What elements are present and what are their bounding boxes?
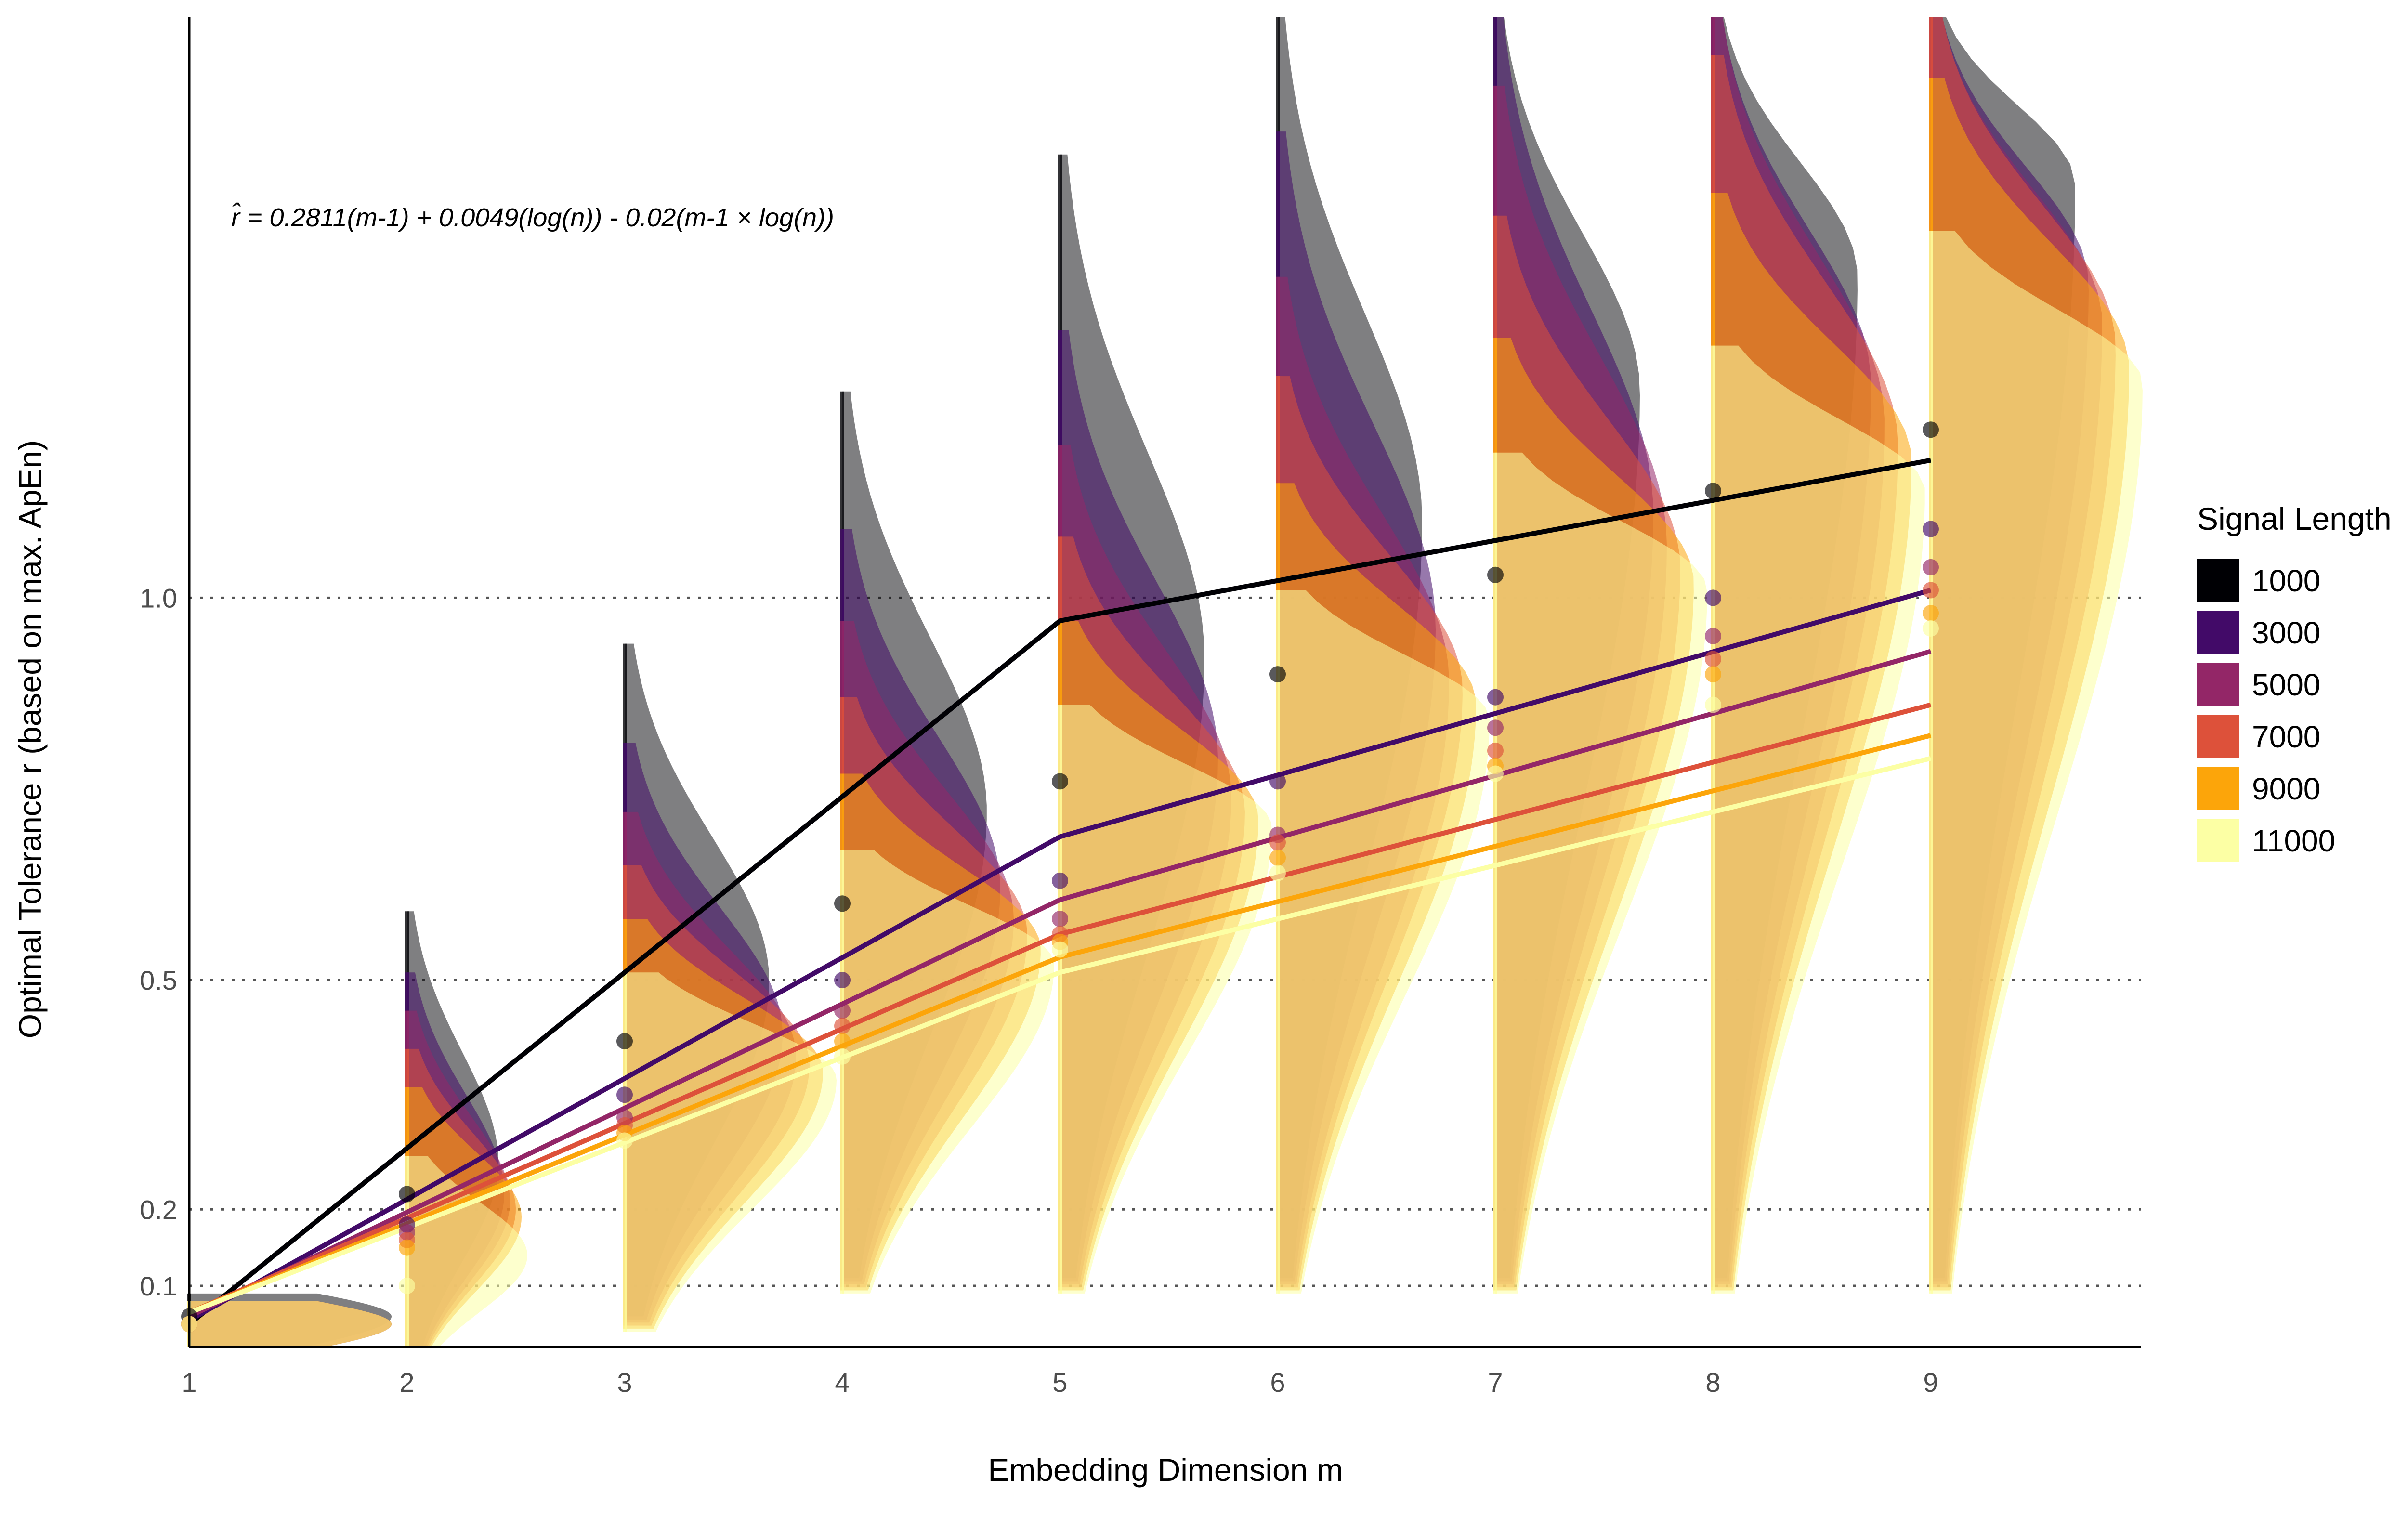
median-point — [399, 1278, 415, 1294]
legend-label: 7000 — [2252, 719, 2320, 754]
median-point — [399, 1186, 415, 1203]
median-point — [1705, 628, 1721, 644]
median-point — [1487, 689, 1504, 706]
x-axis-title: Embedding Dimension m — [988, 1452, 1343, 1488]
legend-key — [2197, 819, 2239, 862]
median-point — [834, 972, 851, 989]
median-point — [1487, 719, 1504, 736]
legend-label: 5000 — [2252, 667, 2320, 702]
median-point — [1705, 651, 1721, 667]
legend-key — [2197, 611, 2239, 654]
x-tick-label: 6 — [1270, 1367, 1285, 1398]
y-tick-label: 0.1 — [140, 1271, 177, 1301]
median-point — [1923, 605, 1939, 622]
median-point — [1923, 559, 1939, 575]
median-point — [1052, 773, 1068, 790]
x-tick-label: 1 — [182, 1367, 196, 1398]
legend: Signal Length 1000 3000 5000 7000 9000 11000 — [2197, 501, 2392, 862]
median-point — [1052, 911, 1068, 928]
violin-shape — [1278, 590, 1490, 1294]
legend-label: 1000 — [2252, 563, 2320, 598]
median-point — [834, 1033, 851, 1050]
legend-label: 3000 — [2252, 615, 2320, 650]
median-point — [1705, 589, 1721, 606]
legend-key — [2197, 663, 2239, 706]
x-tick-label: 5 — [1052, 1367, 1067, 1398]
median-point — [834, 1018, 851, 1034]
y-tick-label: 0.2 — [140, 1194, 177, 1225]
median-point — [1487, 566, 1504, 583]
legend-key — [2197, 559, 2239, 602]
median-point — [1705, 666, 1721, 683]
legend-title: Signal Length — [2197, 501, 2392, 536]
median-point — [1487, 765, 1504, 782]
x-tick-label: 2 — [399, 1367, 414, 1398]
median-point — [1487, 742, 1504, 759]
violin-shape — [625, 972, 837, 1332]
legend-label: 9000 — [2252, 772, 2320, 806]
median-point — [1269, 850, 1286, 866]
x-tick-label: 4 — [835, 1367, 850, 1398]
violin-shape — [189, 1301, 392, 1347]
fit-lines — [187, 458, 1932, 1326]
fit-line — [187, 458, 1931, 1326]
median-point — [834, 1002, 851, 1019]
median-point — [616, 1086, 633, 1103]
median-point — [834, 895, 851, 912]
x-tick-label: 7 — [1488, 1367, 1503, 1398]
violin-shape — [1713, 345, 1925, 1294]
legend-label: 11000 — [2252, 824, 2335, 858]
median-point — [1269, 773, 1286, 790]
violin-shape — [1931, 231, 2143, 1294]
median-point — [1923, 620, 1939, 637]
median-point — [1269, 666, 1286, 683]
formula-annotation: r̂ = 0.2811(m-1) + 0.0049(log(n)) - 0.02… — [231, 202, 834, 232]
median-point — [1705, 696, 1721, 713]
median-point — [1052, 941, 1068, 958]
x-tick-label: 8 — [1705, 1367, 1720, 1398]
fit-line — [188, 756, 1932, 1315]
y-tick-label: 1.0 — [140, 583, 177, 613]
median-point — [1923, 521, 1939, 537]
median-point — [1269, 834, 1286, 851]
y-axis-title: Optimal Tolerance r (based on max. ApEn) — [12, 440, 48, 1038]
median-point — [1923, 421, 1939, 438]
median-point — [399, 1239, 415, 1256]
median-point — [1052, 872, 1068, 889]
y-tick-label: 0.5 — [140, 965, 177, 995]
median-point — [1269, 864, 1286, 881]
median-point — [1705, 483, 1721, 499]
x-tick-label: 3 — [617, 1367, 632, 1398]
distribution-shapes — [187, 17, 2143, 1347]
median-points — [181, 421, 1939, 1333]
legend-key — [2197, 767, 2239, 810]
violin-shape — [1060, 705, 1272, 1294]
median-point — [616, 1132, 633, 1149]
violin-shape — [1495, 452, 1707, 1294]
median-point — [1923, 582, 1939, 599]
axes: 0.1 0.2 0.5 1.0 1 2 3 4 5 6 7 8 9 — [140, 17, 2141, 1398]
fit-line — [188, 588, 1932, 1322]
fit-line — [188, 649, 1932, 1319]
median-point — [834, 1048, 851, 1065]
legend-key — [2197, 715, 2239, 758]
median-point — [616, 1033, 633, 1050]
x-tick-label: 9 — [1923, 1367, 1938, 1398]
